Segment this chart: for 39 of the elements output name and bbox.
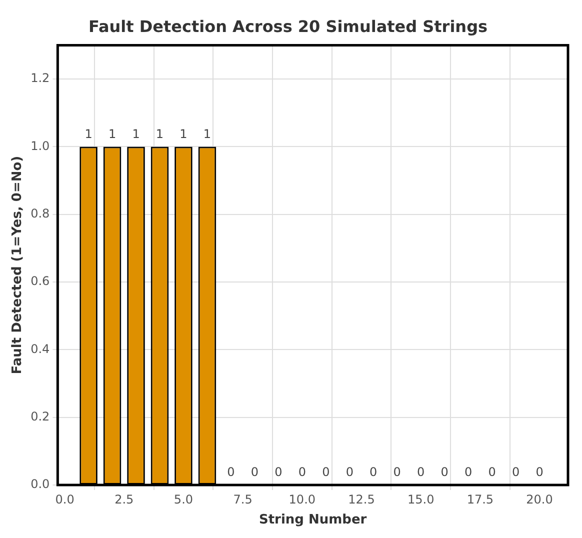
y-tick-label: 0.8 (30, 206, 50, 220)
y-tick-label: 1.0 (30, 138, 50, 153)
y-tick-label: 0.2 (30, 409, 50, 424)
x-tick-label: 7.5 (233, 492, 252, 506)
data-label: 0 (370, 465, 378, 480)
data-label: 0 (440, 465, 448, 480)
data-label: 0 (298, 465, 306, 480)
data-label: 1 (156, 126, 164, 141)
x-tick-label: 20.0 (526, 492, 553, 506)
data-label: 0 (488, 465, 496, 480)
y-axis-title: Fault Detected (1=Yes, 0=No) (10, 156, 26, 374)
data-label: 0 (250, 465, 259, 480)
data-label: 0 (346, 465, 354, 480)
x-tick-label: 15.0 (407, 492, 434, 506)
data-label: 1 (180, 126, 188, 141)
y-tick-label: 0.6 (30, 274, 50, 288)
chart-title: Fault Detection Across 20 Simulated Strings (88, 16, 488, 36)
data-label: 1 (84, 126, 92, 141)
x-axis-title: String Number (258, 512, 368, 528)
data-label: 0 (536, 465, 544, 480)
x-tick-label: 0.0 (55, 492, 74, 506)
x-tick-label: 12.5 (348, 492, 375, 506)
x-tick-label: 17.5 (466, 492, 494, 506)
x-tick-label: 2.5 (114, 492, 134, 506)
data-label: 0 (512, 465, 520, 480)
data-label: 0 (417, 465, 425, 480)
data-label: 1 (132, 126, 140, 141)
data-label: 1 (108, 126, 116, 141)
data-label: 0 (393, 465, 401, 480)
x-tick-label: 5.0 (174, 492, 194, 506)
data-label: 0 (274, 465, 282, 480)
data-label: 1 (203, 126, 212, 141)
data-label: 0 (322, 465, 330, 480)
data-label: 0 (227, 465, 235, 480)
y-tick-label: 1.2 (30, 71, 50, 86)
y-tick-label: 0.0 (30, 477, 50, 492)
x-tick-label: 10.0 (288, 492, 316, 506)
data-label: 0 (464, 465, 472, 480)
y-tick-label: 0.4 (30, 342, 50, 356)
